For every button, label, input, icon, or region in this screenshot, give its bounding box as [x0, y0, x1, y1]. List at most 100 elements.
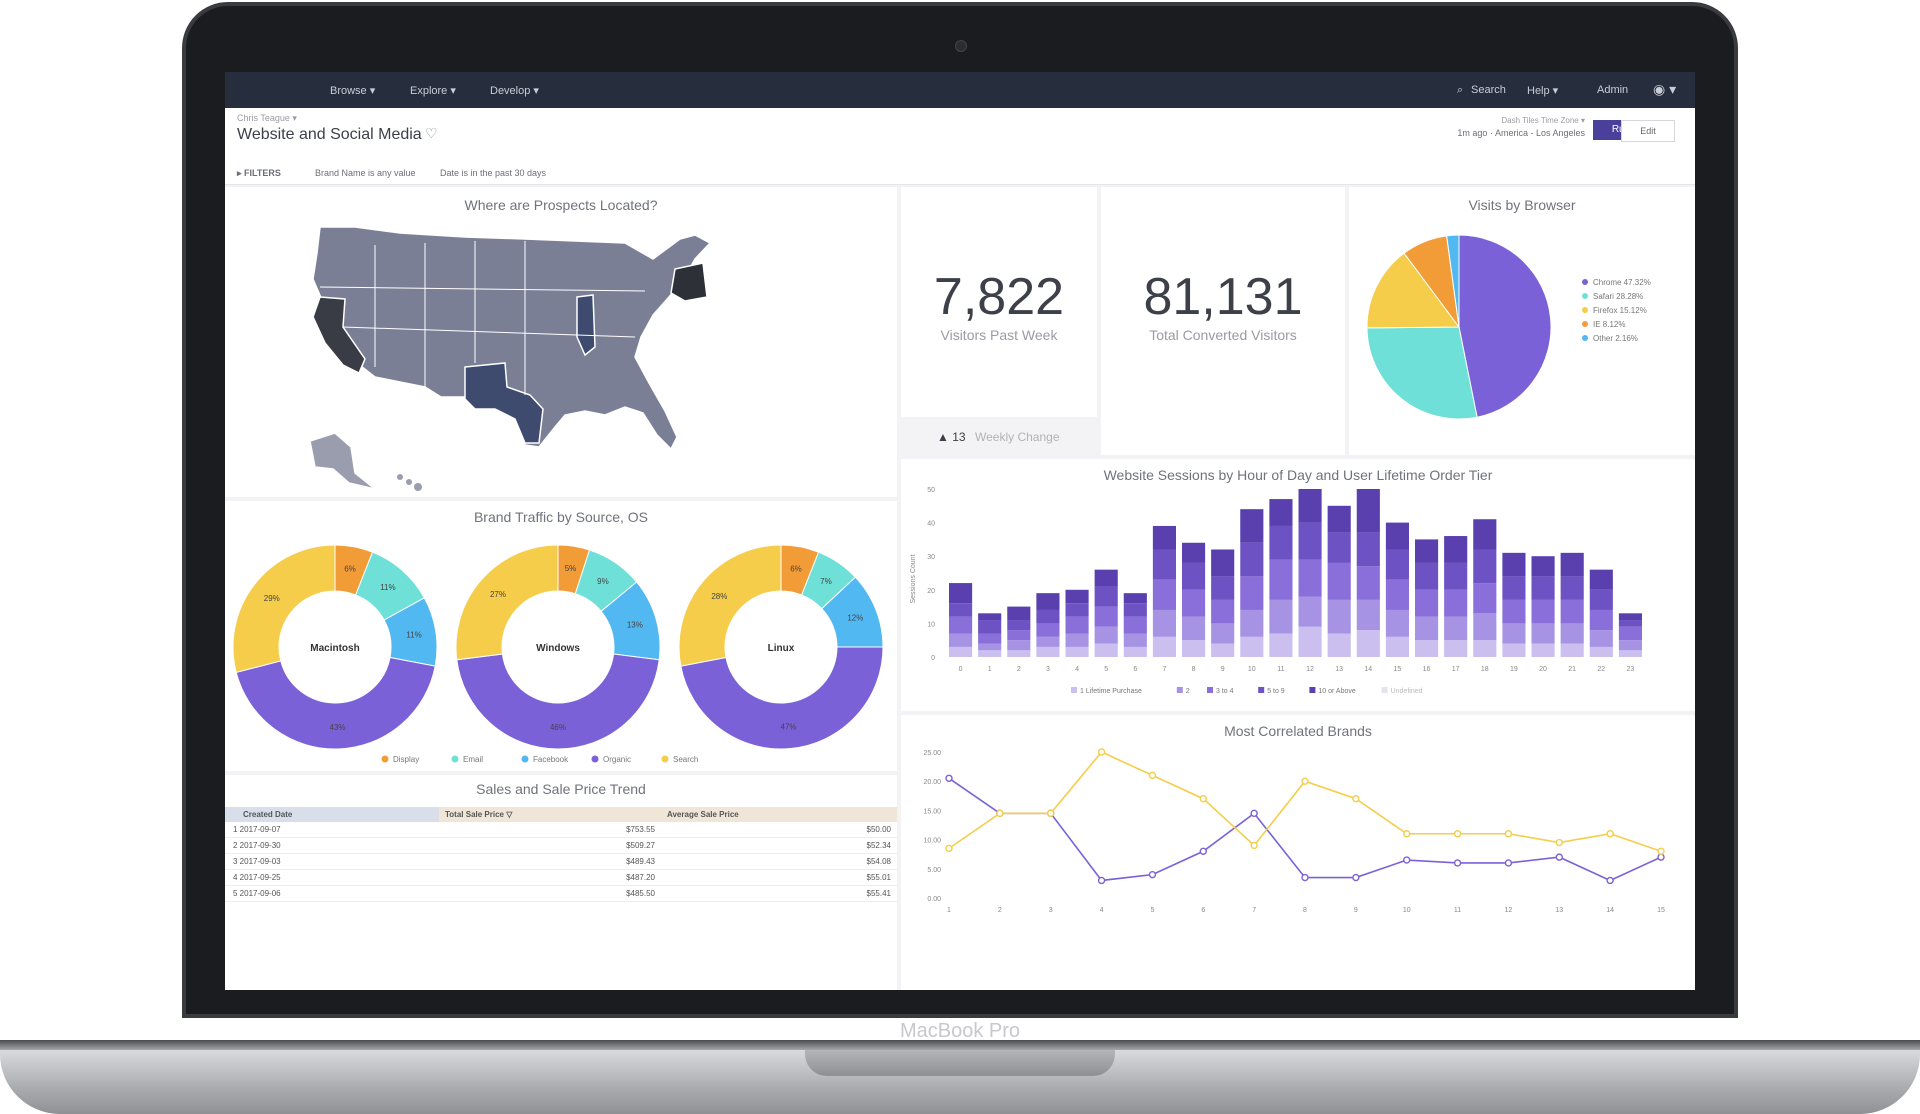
nav-admin[interactable]: Admin: [1597, 84, 1629, 96]
map-alaska: [309, 432, 376, 490]
correlated-xtick: 2: [998, 907, 1002, 914]
dashboard-title: Website and Social Media: [237, 126, 422, 143]
sessions-legend-item: 5 to 9: [1267, 688, 1285, 695]
sessions-bar-segment: [1065, 646, 1089, 657]
correlated-point: [1097, 876, 1106, 885]
filter-date[interactable]: Date is in the past 30 days: [440, 168, 547, 178]
weekly-change-value: ▲ 13: [937, 430, 966, 444]
donut-slice-label: 28%: [711, 592, 727, 601]
search-icon[interactable]: ⌕: [1457, 84, 1464, 96]
correlated-point: [1657, 847, 1665, 855]
sessions-bar-segment: [1269, 599, 1293, 634]
correlated-xtick: 14: [1606, 907, 1614, 914]
sessions-bar-segment: [1560, 643, 1584, 657]
sessions-xtick: 2: [1017, 666, 1021, 673]
browser-pie-chart[interactable]: Chrome 47.32% Safari 28.28% Firefox 15.12%…: [1349, 187, 1695, 455]
sessions-bar-segment: [1502, 576, 1526, 600]
sessions-xtick: 14: [1364, 666, 1372, 673]
sessions-bar-segment: [1589, 609, 1613, 631]
timezone-value[interactable]: 1m ago · America - Los Angeles: [1457, 128, 1585, 138]
sessions-xtick: 11: [1277, 666, 1284, 673]
donut-slice-search: [678, 544, 782, 667]
sessions-bar-segment: [1589, 569, 1613, 590]
nav-browse[interactable]: Browse ▾: [330, 85, 376, 97]
table-row: 1 2017-09-07 $753.55 $50.00: [225, 822, 897, 838]
sessions-bar-segment: [1036, 593, 1060, 610]
sessions-bar-segment: [1502, 599, 1526, 624]
favorite-heart-icon[interactable]: ♡: [425, 125, 438, 141]
filter-brand[interactable]: Brand Name is any value: [315, 168, 416, 178]
sessions-legend-item: 10 or Above: [1318, 688, 1355, 695]
sessions-bar-segment: [1502, 623, 1526, 644]
sessions-bar-segment: [1327, 599, 1351, 634]
breadcrumb[interactable]: Chris Teague ▾: [237, 113, 297, 123]
correlated-xtick: 1: [947, 907, 951, 914]
correlated-xtick: 10: [1403, 907, 1411, 914]
col-created-date[interactable]: Created Date: [225, 807, 439, 822]
donut-slice-label: 29%: [264, 594, 280, 603]
browser-pie-tile: Visits by Browser Chrome 47.32% Safari 28…: [1349, 187, 1695, 455]
browser-slice-safari: [1366, 326, 1478, 420]
sessions-ytick: 40: [927, 521, 935, 528]
table-cell: 2 2017-09-30: [225, 837, 439, 854]
nav-develop[interactable]: Develop ▾: [490, 85, 539, 97]
correlated-point: [1657, 853, 1665, 861]
map-california[interactable]: [312, 296, 366, 375]
sessions-bar-segment: [1007, 620, 1031, 631]
table-cell: $753.55: [439, 822, 661, 838]
device-model-label: MacBook Pro: [899, 1020, 1021, 1042]
correlated-xtick: 13: [1555, 907, 1563, 914]
sessions-bar-segment: [1415, 640, 1439, 657]
map-illinois[interactable]: [576, 294, 596, 357]
table-cell: $509.27: [439, 837, 661, 854]
sessions-bar-segment: [1065, 633, 1089, 647]
map-texas[interactable]: [464, 362, 544, 444]
sessions-ytick: 0: [931, 655, 935, 662]
correlated-ytick: 10.00: [923, 838, 941, 845]
sessions-bar-segment: [1327, 532, 1351, 563]
us-map[interactable]: [225, 187, 897, 497]
sessions-bar-segment: [1240, 576, 1264, 610]
correlated-brands-tile: Most Correlated Brands 0.00 5.00 10.00 15.0…: [901, 715, 1695, 990]
correlated-point: [945, 844, 953, 853]
correlated-point: [1453, 830, 1462, 838]
nav-explore[interactable]: Explore ▾: [410, 85, 456, 97]
donut-slice-label: 27%: [490, 590, 506, 599]
donut-legend-item: Search: [673, 755, 698, 764]
brand-traffic-donuts[interactable]: 6% 11% 11% 43% 29% Macintosh 5% 9% 13% 46% 27% Wind…: [225, 501, 897, 771]
sessions-bar-segment: [1327, 633, 1351, 657]
sessions-bar-segment: [1618, 620, 1642, 627]
correlated-xtick: 8: [1303, 907, 1307, 914]
filters-toggle[interactable]: ▸ FILTERS: [237, 168, 281, 178]
edit-button[interactable]: Edit: [1621, 120, 1675, 142]
sessions-bar-segment: [1356, 489, 1380, 533]
sessions-bar-segment: [1240, 609, 1264, 637]
sessions-bar-segment: [1240, 542, 1264, 577]
correlated-ytick: 5.00: [927, 867, 941, 874]
browser-title: Visits by Browser: [1468, 197, 1576, 213]
sessions-bar-segment: [1415, 539, 1439, 563]
map-new-york[interactable]: [670, 262, 708, 302]
sessions-bar-segment: [1415, 562, 1439, 590]
sessions-bar-segment: [1415, 616, 1439, 641]
nav-help[interactable]: Help ▾: [1527, 85, 1559, 97]
sessions-bar-segment: [1298, 559, 1322, 597]
table-row: 4 2017-09-25 $487.20 $55.01: [225, 869, 897, 886]
nav-search[interactable]: Search: [1471, 84, 1506, 96]
converted-value: 81,131: [1143, 268, 1303, 326]
sessions-xtick: 17: [1452, 666, 1460, 673]
sessions-bar-segment: [1589, 589, 1613, 610]
user-avatar-icon[interactable]: ◉ ▾: [1653, 81, 1677, 97]
map-tile: Where are Prospects Located?: [225, 187, 897, 497]
sessions-bar-segment: [1560, 552, 1584, 577]
col-total-sale-price[interactable]: Total Sale Price ▽: [439, 807, 661, 822]
correlated-ytick: 15.00: [923, 808, 941, 815]
correlated-point: [1453, 859, 1462, 867]
sales-table-title: Sales and Sale Price Trend: [476, 781, 646, 797]
converted-kpi-tile: 81,131 Total Converted Visitors: [1101, 187, 1345, 455]
col-average-sale-price[interactable]: Average Sale Price: [661, 807, 897, 822]
sessions-xtick: 21: [1568, 666, 1576, 673]
sessions-bar-segment: [1385, 522, 1409, 550]
